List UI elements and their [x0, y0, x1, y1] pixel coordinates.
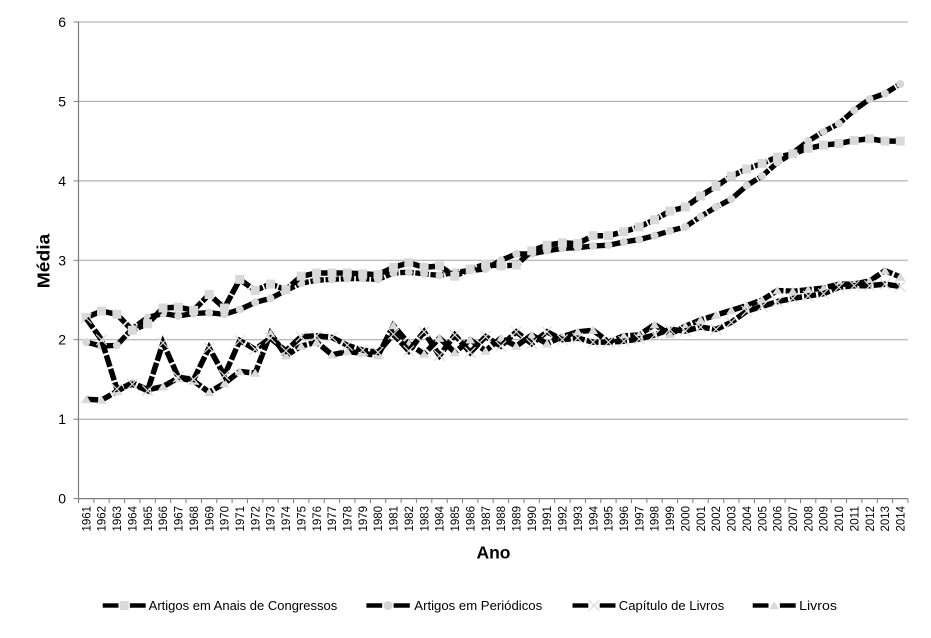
- svg-text:1997: 1997: [634, 506, 646, 532]
- svg-text:2: 2: [58, 332, 66, 348]
- svg-text:1963: 1963: [112, 506, 124, 532]
- svg-text:1977: 1977: [327, 506, 339, 532]
- svg-text:1968: 1968: [189, 506, 201, 532]
- svg-text:1975: 1975: [296, 506, 308, 532]
- svg-text:1964: 1964: [128, 505, 140, 531]
- svg-text:1966: 1966: [158, 506, 170, 532]
- svg-text:1961: 1961: [81, 506, 93, 532]
- svg-text:2003: 2003: [727, 506, 739, 532]
- svg-text:1969: 1969: [204, 506, 216, 532]
- svg-text:Média: Média: [34, 233, 54, 288]
- svg-text:1973: 1973: [266, 506, 278, 532]
- svg-text:1965: 1965: [143, 506, 155, 532]
- svg-text:0: 0: [58, 491, 66, 507]
- svg-text:Artigos em Anais de Congressos: Artigos em Anais de Congressos: [149, 599, 338, 613]
- svg-text:1987: 1987: [481, 506, 493, 532]
- svg-text:2014: 2014: [896, 505, 908, 531]
- svg-text:Livros: Livros: [799, 599, 837, 613]
- svg-text:2000: 2000: [681, 506, 693, 532]
- svg-text:1992: 1992: [558, 506, 570, 532]
- svg-text:1971: 1971: [235, 506, 247, 532]
- svg-text:Capítulo de Livros: Capítulo de Livros: [619, 599, 724, 613]
- svg-text:2011: 2011: [849, 506, 861, 532]
- svg-text:Ano: Ano: [476, 543, 510, 563]
- svg-text:1980: 1980: [373, 506, 385, 532]
- svg-text:5: 5: [58, 93, 66, 109]
- svg-text:2001: 2001: [696, 506, 708, 532]
- svg-text:3: 3: [58, 252, 66, 268]
- svg-text:1996: 1996: [619, 506, 631, 532]
- svg-text:1995: 1995: [604, 506, 616, 532]
- svg-text:2006: 2006: [773, 506, 785, 532]
- svg-text:1978: 1978: [343, 506, 355, 532]
- svg-text:1: 1: [58, 411, 66, 427]
- svg-text:2004: 2004: [742, 505, 754, 531]
- svg-text:1983: 1983: [419, 506, 431, 532]
- svg-text:1982: 1982: [404, 506, 416, 532]
- svg-text:1981: 1981: [389, 506, 401, 532]
- svg-text:2013: 2013: [880, 506, 892, 532]
- svg-text:1972: 1972: [250, 506, 262, 532]
- svg-text:2012: 2012: [865, 506, 877, 532]
- svg-text:1998: 1998: [650, 506, 662, 532]
- svg-text:1970: 1970: [220, 506, 232, 532]
- svg-text:1991: 1991: [542, 506, 554, 532]
- svg-text:1979: 1979: [358, 506, 370, 532]
- svg-text:2008: 2008: [803, 506, 815, 532]
- svg-text:Artigos em Periódicos: Artigos em Periódicos: [414, 599, 542, 613]
- svg-text:6: 6: [58, 14, 66, 30]
- svg-text:2010: 2010: [834, 506, 846, 532]
- svg-text:1976: 1976: [312, 506, 324, 532]
- svg-text:1974: 1974: [281, 505, 293, 531]
- svg-text:2009: 2009: [819, 506, 831, 532]
- svg-text:1999: 1999: [665, 506, 677, 532]
- svg-text:2005: 2005: [757, 506, 769, 532]
- svg-text:1962: 1962: [97, 506, 109, 532]
- svg-text:1985: 1985: [450, 506, 462, 532]
- svg-text:2007: 2007: [788, 506, 800, 532]
- svg-text:1984: 1984: [435, 505, 447, 531]
- svg-text:1989: 1989: [512, 506, 524, 532]
- svg-text:1993: 1993: [573, 506, 585, 532]
- svg-text:4: 4: [58, 173, 66, 189]
- svg-text:1986: 1986: [465, 506, 477, 532]
- svg-text:1990: 1990: [527, 506, 539, 532]
- svg-text:2002: 2002: [711, 506, 723, 532]
- svg-text:1967: 1967: [174, 506, 186, 532]
- svg-text:1994: 1994: [588, 505, 600, 531]
- svg-text:1988: 1988: [496, 506, 508, 532]
